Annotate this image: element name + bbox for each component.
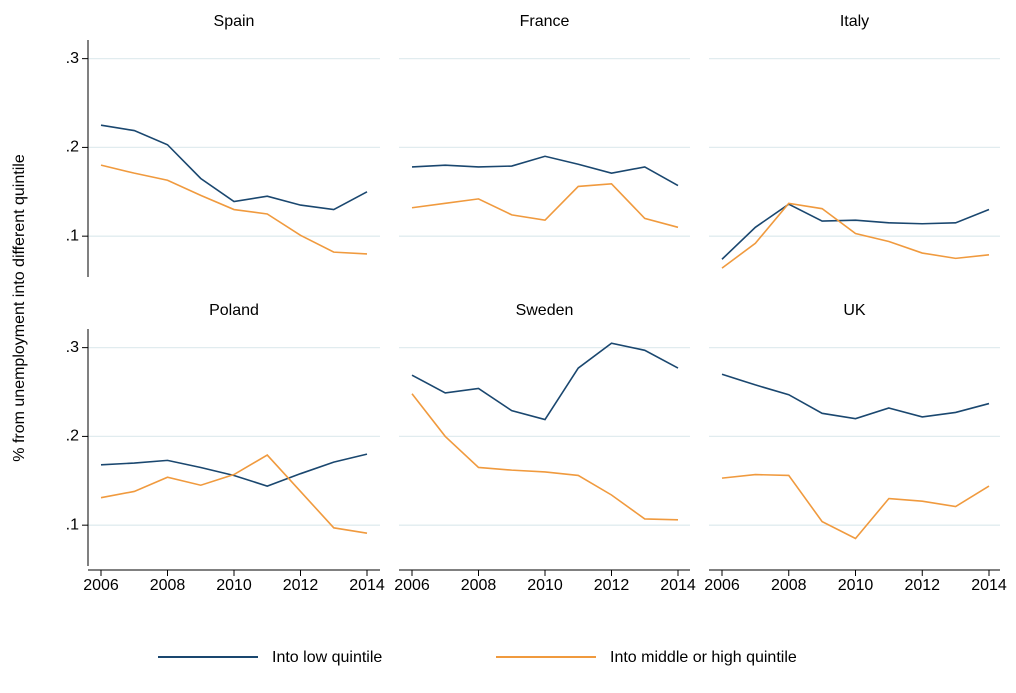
y-tick-label: .2 — [66, 139, 79, 156]
x-tick-label: 2014 — [971, 577, 1007, 594]
series-line — [100, 454, 368, 534]
series-line — [411, 342, 679, 421]
panel-title: France — [520, 13, 570, 30]
x-tick-label: 2008 — [461, 577, 497, 594]
x-tick-label: 2006 — [704, 577, 740, 594]
y-tick-label: .3 — [66, 339, 79, 356]
y-tick-label: .2 — [66, 428, 79, 445]
x-tick-label: 2010 — [838, 577, 874, 594]
x-tick-label: 2010 — [216, 577, 252, 594]
x-tick-label: 2008 — [150, 577, 186, 594]
series-line — [411, 182, 679, 229]
legend-label: Into middle or high quintile — [610, 649, 797, 666]
x-tick-label: 2012 — [283, 577, 319, 594]
series-line — [100, 453, 368, 487]
y-tick-label: .3 — [66, 50, 79, 67]
series-line — [100, 124, 368, 211]
panel-title: Italy — [840, 13, 869, 30]
series-line — [721, 203, 990, 260]
series-line — [411, 155, 679, 187]
legend-label: Into low quintile — [272, 649, 382, 666]
x-tick-label: 2010 — [527, 577, 563, 594]
x-tick-label: 2012 — [904, 577, 940, 594]
series-line — [721, 373, 990, 420]
panel-title: Sweden — [516, 302, 574, 319]
y-axis-label: % from unemployment into different quint… — [11, 154, 28, 462]
series-line — [100, 164, 368, 255]
x-tick-label: 2014 — [349, 577, 385, 594]
y-tick-label: .1 — [66, 516, 79, 533]
panel-title: UK — [843, 302, 866, 319]
x-tick-label: 2012 — [594, 577, 630, 594]
panel-title: Spain — [214, 13, 255, 30]
x-tick-label: 2006 — [83, 577, 119, 594]
series-line — [721, 473, 990, 540]
x-tick-label: 2014 — [660, 577, 696, 594]
series-line — [721, 202, 990, 269]
series-line — [411, 393, 679, 521]
x-tick-label: 2008 — [771, 577, 807, 594]
y-tick-label: .1 — [66, 227, 79, 244]
x-tick-label: 2006 — [394, 577, 430, 594]
panel-title: Poland — [209, 302, 259, 319]
